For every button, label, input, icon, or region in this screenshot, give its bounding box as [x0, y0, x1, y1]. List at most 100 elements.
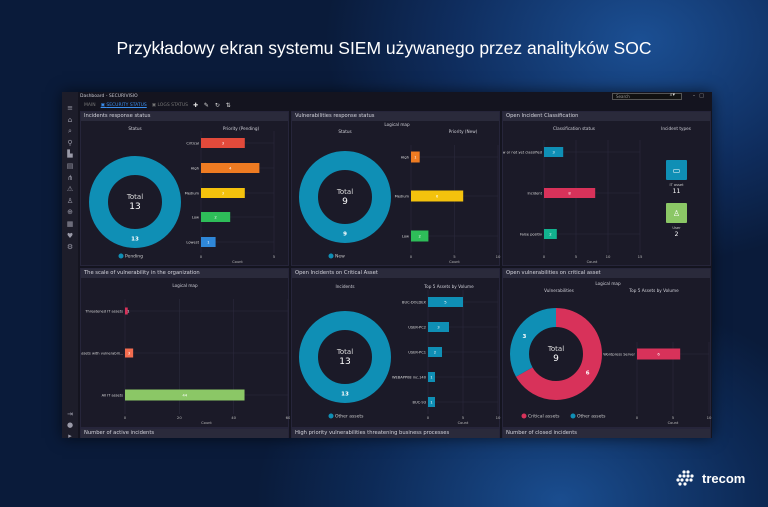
bar-user-pc2[interactable]: [428, 322, 449, 332]
legend-label: New: [335, 254, 345, 260]
bar-wordpress-server[interactable]: [637, 348, 681, 360]
window-controls[interactable]: –□: [692, 93, 708, 99]
logo-text: trecom: [702, 470, 746, 486]
tile-value: 2: [674, 231, 679, 238]
bar-buc-doldex[interactable]: [428, 297, 463, 307]
user-icon[interactable]: ●: [66, 421, 74, 429]
search-icon[interactable]: ⌕: [68, 127, 72, 136]
chart-icon[interactable]: ▙: [67, 150, 73, 159]
toolbar-actions[interactable]: ✚ ✎ ↻ ⇅: [192, 102, 233, 109]
category-label: WEBAPP08 inc.140: [392, 375, 427, 379]
search-input[interactable]: Search ⌕▾: [612, 93, 682, 100]
donut-total-value: 9: [553, 354, 559, 364]
shield-icon[interactable]: ♥: [66, 231, 74, 240]
bar-it-assets-with-vulnerabili-[interactable]: [125, 348, 134, 358]
siem-dashboard-window: ≡ ⌂ ⌕ ⚲ ▙ ▤ ⋔ ⚠ ♙ ⊕ ▦ ♥ ⚙ ⇥ ● ▸ Dashboard - SECURIVISIO…: [62, 92, 712, 438]
settings-icon[interactable]: ⚙: [66, 243, 74, 252]
donut-total-label: Total: [126, 193, 143, 201]
home-icon[interactable]: ⌂: [67, 115, 73, 124]
bar-all-it-assets[interactable]: [125, 389, 245, 401]
bar-value-label: 4: [229, 166, 232, 171]
donut-slice-label: 6: [586, 370, 590, 376]
tab-logs-status[interactable]: ▣ LOGS STATUS: [151, 103, 188, 108]
bar-value-label: 3: [222, 141, 225, 146]
bar-low[interactable]: [411, 230, 429, 242]
bar-buc-93[interactable]: [428, 397, 435, 407]
search-icon[interactable]: ⌕▾: [669, 92, 675, 98]
panel-body: 13 Total 13 Pending 0 5 Count 3 Critical 4 High 3 Me…: [81, 121, 288, 265]
chart-subtitle: Top 5 Assets by Volume: [629, 288, 679, 293]
bar-value-label: 2: [549, 232, 552, 237]
x-tick-label: 40: [231, 415, 236, 420]
tab-label: SECURITY STATUS: [106, 103, 147, 108]
tile-user[interactable]: ♙: [666, 203, 687, 223]
chart-subtitle: Incident types: [661, 126, 691, 131]
bar-lowest[interactable]: [201, 237, 216, 247]
bar-new-or-not-yet-classified[interactable]: [544, 147, 564, 157]
hierarchy-icon[interactable]: ♙: [66, 196, 74, 205]
bar-false-positiv[interactable]: [544, 229, 557, 239]
panel-title: Incidents response status: [81, 112, 288, 121]
bar-value-label: 44: [182, 393, 187, 398]
donut-slice-new[interactable]: [299, 151, 391, 243]
x-axis-label: Count: [458, 421, 469, 425]
bar-threatened-it-assets[interactable]: [125, 307, 128, 315]
bar-medium[interactable]: [411, 190, 464, 202]
bar-high[interactable]: [201, 163, 260, 173]
x-tick-label: 15: [638, 254, 643, 259]
donut-total-value: 13: [129, 202, 140, 212]
alert-icon[interactable]: ⚠: [66, 185, 74, 194]
filter-icon[interactable]: ⚲: [67, 138, 73, 147]
tile-it-asset[interactable]: ▭: [666, 160, 687, 180]
bar-webapp08-inc-140[interactable]: [428, 372, 435, 382]
tab-label: LOGS STATUS: [157, 103, 188, 108]
bar-value-label: 8: [568, 191, 571, 196]
x-tick-label: 60: [286, 415, 290, 420]
category-label: Wordpress Server: [603, 352, 635, 356]
collapse-icon[interactable]: ▸: [68, 432, 72, 438]
bar-incident[interactable]: [544, 188, 596, 198]
chart-subtitle: Logical map: [172, 283, 198, 288]
legend-label: Other assets: [577, 414, 606, 420]
tab-security-status[interactable]: ▣ SECURITY STATUS: [100, 103, 147, 108]
x-tick-label: 5: [453, 254, 456, 259]
donut-total-label: Total: [547, 345, 564, 353]
bar-low[interactable]: [201, 212, 231, 222]
chart-subtitle: Status: [338, 129, 352, 134]
bar-value-label: 1: [207, 240, 210, 245]
category-label: Lowest: [186, 240, 199, 244]
donut-slice-other-assets[interactable]: [299, 311, 391, 403]
legend-label: Critical assets: [528, 414, 560, 420]
bar-critical[interactable]: [201, 138, 245, 148]
menu-icon[interactable]: ≡: [67, 104, 73, 112]
legend-marker: [521, 413, 527, 419]
assets-icon[interactable]: ▤: [66, 162, 74, 170]
report-icon[interactable]: ▦: [66, 220, 74, 228]
bar-value-label: 1: [414, 155, 417, 160]
panel-vulnerabilities-response-status: Vulnerabilities response status 9 Total 9 Ne…: [291, 111, 501, 266]
bar-value-label: 1: [127, 309, 130, 314]
donut-slice-other-assets[interactable]: [510, 308, 602, 400]
logout-icon[interactable]: ⇥: [67, 410, 73, 418]
bar-value-label: 3: [552, 150, 555, 155]
bar-medium[interactable]: [201, 188, 245, 198]
donut-slice-pending[interactable]: [89, 156, 181, 248]
bar-value-label: 2: [434, 350, 437, 355]
zoom-icon[interactable]: ⊕: [67, 208, 73, 217]
trecom-logo: trecom: [676, 470, 745, 486]
bar-high[interactable]: [411, 151, 420, 163]
category-label: High: [401, 155, 409, 159]
x-axis-label: Count: [449, 260, 460, 264]
network-icon[interactable]: ⋔: [67, 173, 73, 182]
legend-marker: [570, 413, 576, 419]
x-tick-label: 0: [200, 254, 203, 259]
tab-main[interactable]: MAIN: [84, 103, 96, 108]
chart-subtitle: Vulnerabilities: [544, 288, 574, 293]
chart-subtitle: Status: [128, 126, 142, 131]
category-label: False positiv: [520, 232, 543, 236]
bar-user-pc1[interactable]: [428, 347, 442, 357]
panel-title: Number of active incidents: [81, 429, 288, 438]
